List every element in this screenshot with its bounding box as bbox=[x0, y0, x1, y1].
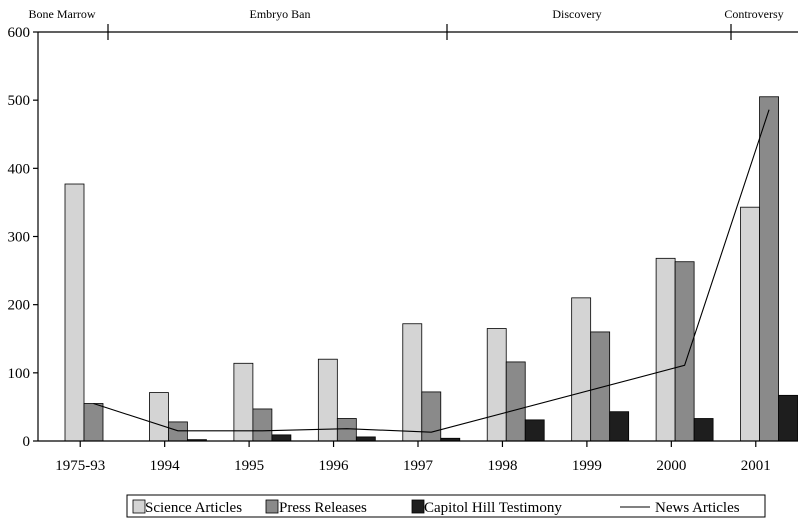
bar-capitol-hill-testimony-2000 bbox=[693, 418, 714, 442]
bar-press-releases-1996 bbox=[336, 418, 357, 442]
era-annotations: Bone Marrow Embryo Ban Discovery Controvers… bbox=[29, 7, 798, 40]
bar-capitol-hill-testimony-2001 bbox=[778, 394, 798, 442]
axes-layer: 0 100 200 300 400 500 600 1975-93 1994 1995 1996 19… bbox=[8, 25, 798, 474]
bar-press-releases-1994 bbox=[168, 421, 188, 442]
bar-capitol-hill-testimony-1995 bbox=[271, 434, 292, 442]
bar-press-releases-1998 bbox=[505, 361, 526, 442]
x-tick-label: 1998 bbox=[487, 458, 517, 474]
y-tick-label: 200 bbox=[8, 298, 31, 314]
legend-swatch-press-releases bbox=[265, 499, 279, 514]
bar-science-articles-2000 bbox=[655, 257, 676, 442]
bar-science-articles-1995 bbox=[233, 362, 254, 442]
line-news-articles bbox=[93, 109, 770, 433]
y-tick-label: 400 bbox=[8, 161, 31, 177]
legend: Science Articles Press Releases Capitol Hi… bbox=[126, 494, 766, 518]
y-tick-label: 300 bbox=[8, 230, 31, 246]
legend-label-news-articles: News Articles bbox=[655, 500, 740, 516]
bar-press-releases-2001 bbox=[759, 96, 779, 442]
bar-science-articles-1997 bbox=[402, 323, 423, 442]
y-tick-label: 100 bbox=[8, 366, 31, 382]
bar-science-articles-1994 bbox=[149, 392, 169, 442]
x-tick-label: 1997 bbox=[403, 458, 434, 474]
bar-press-releases-2000 bbox=[674, 261, 695, 442]
bars-layer bbox=[64, 96, 798, 442]
bar-press-releases-1999 bbox=[590, 331, 611, 442]
y-tick-label: 500 bbox=[8, 93, 31, 109]
legend-label-capitol-hill-testimony: Capitol Hill Testimony bbox=[424, 500, 562, 516]
x-tick-label: 1995 bbox=[234, 458, 264, 474]
legend-box bbox=[126, 494, 766, 518]
legend-label-science-articles: Science Articles bbox=[145, 500, 242, 516]
bar-capitol-hill-testimony-1996 bbox=[355, 436, 376, 442]
bar-science-articles-1998 bbox=[486, 328, 507, 442]
x-tick-label: 1994 bbox=[150, 458, 181, 474]
x-tick-label: 1999 bbox=[572, 458, 602, 474]
y-tick-label: 600 bbox=[8, 25, 31, 41]
bar-capitol-hill-testimony-1998 bbox=[524, 419, 545, 442]
legend-swatch-science-articles bbox=[132, 499, 146, 514]
x-tick-label: 2000 bbox=[656, 458, 686, 474]
legend-swatch-capitol-hill-testimony bbox=[411, 499, 425, 514]
news-line-layer bbox=[93, 109, 770, 433]
bar-capitol-hill-testimony-1999 bbox=[609, 411, 630, 442]
legend-label-press-releases: Press Releases bbox=[279, 500, 367, 516]
era-label-bone-marrow: Bone Marrow bbox=[29, 7, 96, 21]
y-tick-label: 0 bbox=[23, 434, 31, 450]
era-label-controversy: Controversy bbox=[724, 7, 783, 21]
era-label-embryo-ban: Embryo Ban bbox=[250, 7, 311, 21]
bar-press-releases-1975-93 bbox=[83, 403, 104, 442]
bar-science-articles-1999 bbox=[571, 297, 592, 442]
bar-science-articles-1975-93 bbox=[64, 183, 85, 442]
bar-science-articles-2001 bbox=[740, 206, 760, 442]
x-tick-label: 1975-93 bbox=[55, 458, 105, 474]
era-label-discovery: Discovery bbox=[552, 7, 601, 21]
x-tick-label: 2001 bbox=[741, 458, 771, 474]
x-tick-label: 1996 bbox=[319, 458, 350, 474]
bar-press-releases-1997 bbox=[421, 391, 442, 442]
bar-press-releases-1995 bbox=[252, 408, 273, 442]
